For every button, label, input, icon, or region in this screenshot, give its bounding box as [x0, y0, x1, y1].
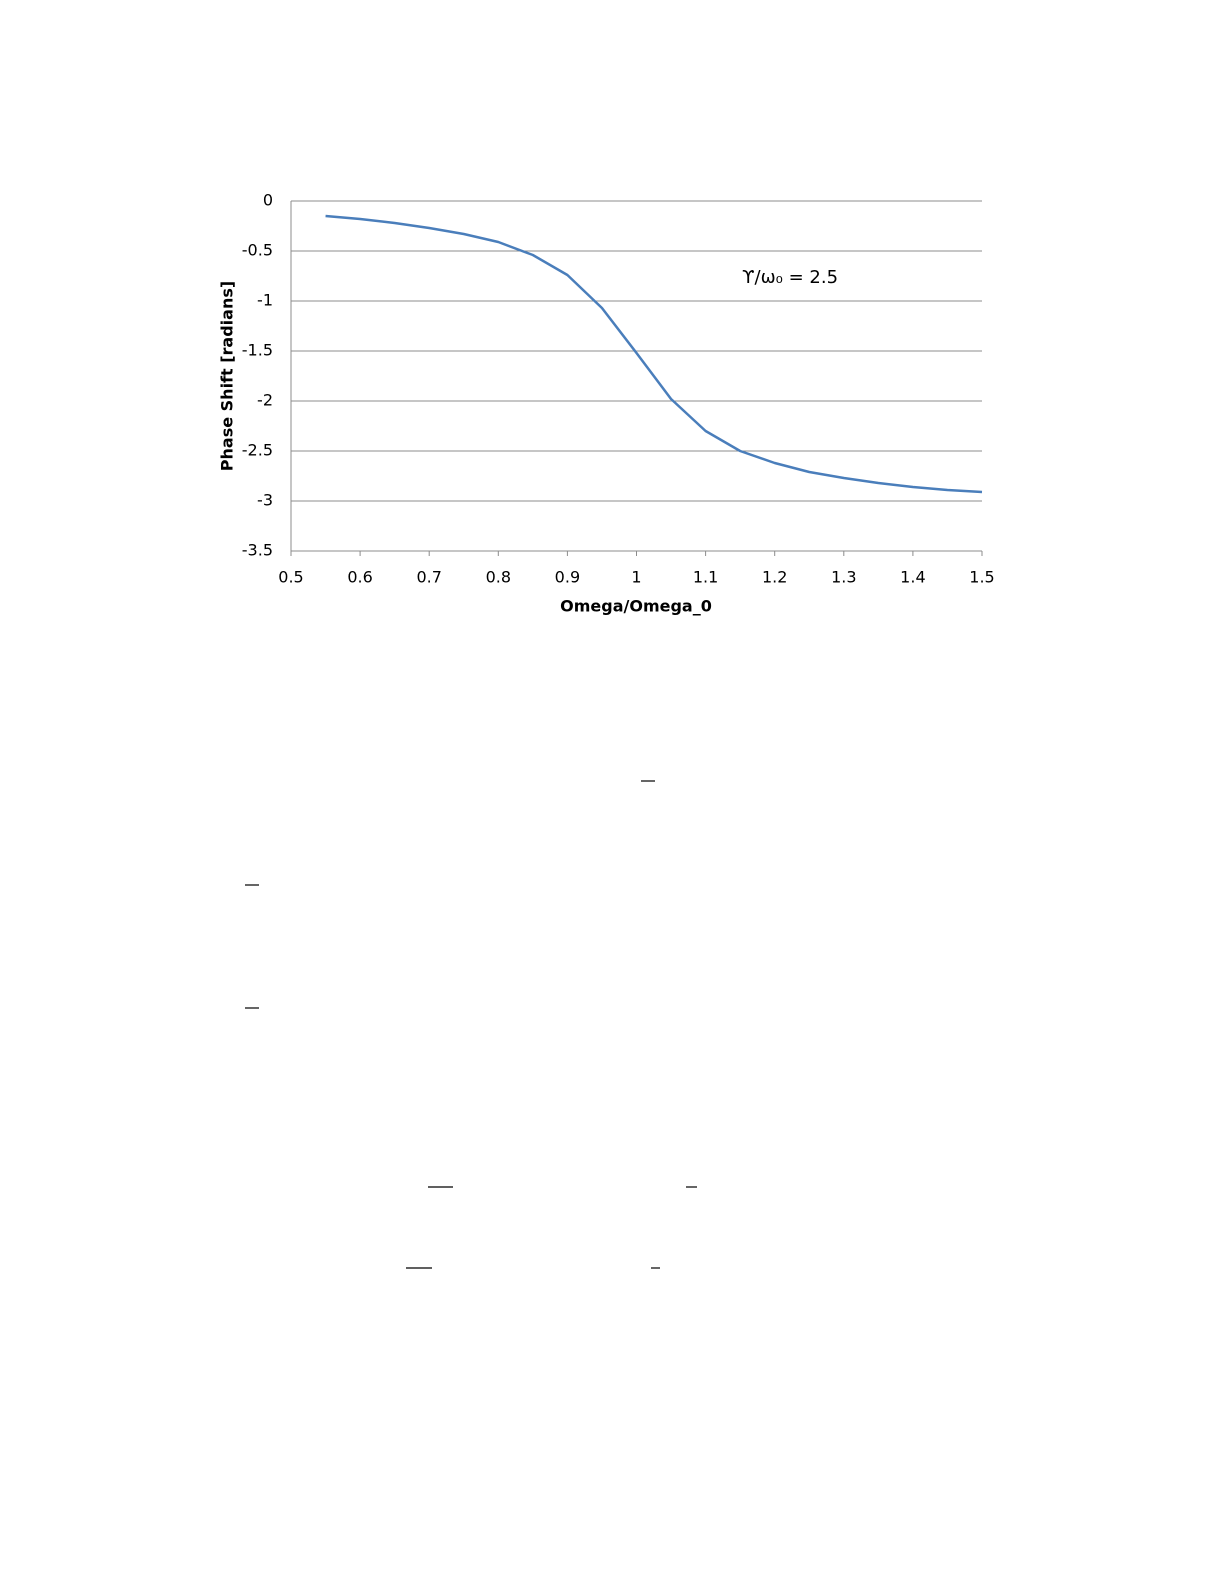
- y-tick-label: -1.5: [242, 341, 273, 360]
- y-tick-label: -0.5: [242, 241, 273, 260]
- x-tick-label: 1.1: [693, 568, 718, 587]
- x-tick-label: 0.8: [486, 568, 511, 587]
- y-tick-label: -2: [257, 391, 273, 410]
- x-tick-label: 0.9: [555, 568, 580, 587]
- data-line: [325, 214, 983, 494]
- y-tick-label: 0: [263, 191, 273, 210]
- annotation: ϒ/ω₀ = 2.5: [742, 267, 838, 288]
- fraction-bars: [245, 780, 697, 1269]
- x-tick-label: 0.5: [278, 568, 303, 587]
- x-tick-label: 0.6: [347, 568, 372, 587]
- x-tick-label: 1.3: [831, 568, 856, 587]
- y-tick-label: -3.5: [242, 541, 273, 560]
- y-tick-label: -3: [257, 491, 273, 510]
- y-axis-label: Phase Shift [radians]: [218, 281, 237, 471]
- x-axis-label: Omega/Omega_0: [560, 597, 712, 616]
- y-tick-label: -2.5: [242, 441, 273, 460]
- x-tick-label: 0.7: [416, 568, 441, 587]
- y-tick-label: -1: [257, 291, 273, 310]
- x-tick-label: 1.2: [762, 568, 787, 587]
- x-tick-label: 1.5: [969, 568, 994, 587]
- x-tick-label: 1: [631, 568, 641, 587]
- x-tick-label: 1.4: [900, 568, 925, 587]
